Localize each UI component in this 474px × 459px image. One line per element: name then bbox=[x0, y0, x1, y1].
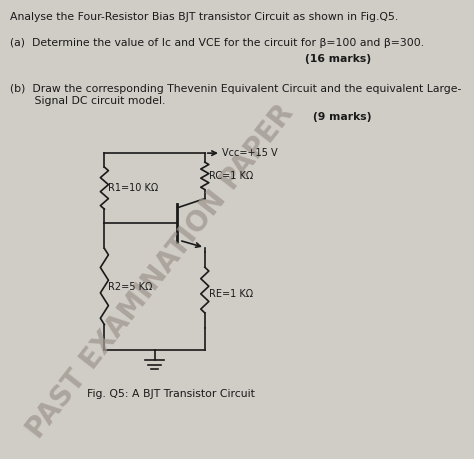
Text: R2=5 KΩ: R2=5 KΩ bbox=[109, 281, 153, 291]
Text: Fig. Q5: A BJT Transistor Circuit: Fig. Q5: A BJT Transistor Circuit bbox=[87, 389, 255, 399]
Text: RC=1 KΩ: RC=1 KΩ bbox=[209, 171, 253, 181]
Text: (16 marks): (16 marks) bbox=[305, 54, 371, 64]
Text: Signal DC circuit model.: Signal DC circuit model. bbox=[9, 96, 165, 106]
Text: R1=10 KΩ: R1=10 KΩ bbox=[109, 183, 159, 193]
Text: (a)  Determine the value of Ic and VCE for the circuit for β=100 and β=300.: (a) Determine the value of Ic and VCE fo… bbox=[9, 39, 424, 49]
Text: (9 marks): (9 marks) bbox=[312, 112, 371, 122]
Text: Vcc=+15 V: Vcc=+15 V bbox=[222, 148, 278, 158]
Text: PAST EXAMINATION PAPER: PAST EXAMINATION PAPER bbox=[22, 99, 300, 443]
Text: RE=1 KΩ: RE=1 KΩ bbox=[209, 290, 253, 299]
Text: (b)  Draw the corresponding Thevenin Equivalent Circuit and the equivalent Large: (b) Draw the corresponding Thevenin Equi… bbox=[9, 84, 461, 94]
Text: Analyse the Four-Resistor Bias BJT transistor Circuit as shown in Fig.Q5.: Analyse the Four-Resistor Bias BJT trans… bbox=[9, 12, 398, 22]
